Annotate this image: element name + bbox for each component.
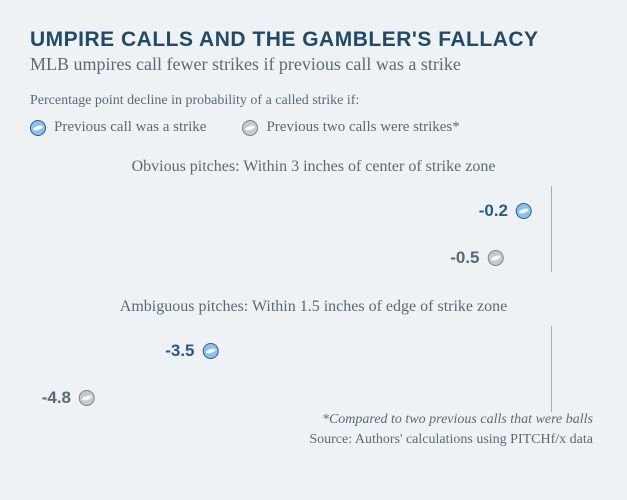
- legend-item-one-strike: Previous call was a strike: [30, 119, 206, 136]
- chart-area-ambiguous: -3.5 -4.8: [76, 326, 551, 412]
- legend-item-two-strikes: Previous two calls were strikes*: [242, 119, 459, 136]
- baseline-obvious: [551, 186, 552, 272]
- marker-two-strikes-icon: [79, 390, 95, 406]
- point-label-ambiguous-two: -4.8: [42, 388, 71, 408]
- marker-one-strike-icon: [516, 203, 532, 219]
- point-ambiguous-two: -4.8: [42, 388, 95, 408]
- point-obvious-one: -0.2: [479, 201, 532, 221]
- page-subtitle: MLB umpires call fewer strikes if previo…: [30, 54, 597, 75]
- legend-row: Previous call was a strike Previous two …: [30, 119, 597, 136]
- marker-one-strike-icon: [203, 343, 219, 359]
- marker-two-strikes-icon: [242, 120, 258, 136]
- chart-area-obvious: -0.2 -0.5: [76, 186, 551, 272]
- legend-intro: Percentage point decline in probability …: [30, 93, 597, 109]
- point-label-obvious-two: -0.5: [450, 248, 479, 268]
- infographic-container: UMPIRE CALLS AND THE GAMBLER'S FALLACY M…: [0, 0, 627, 500]
- point-label-ambiguous-one: -3.5: [165, 341, 194, 361]
- baseline-ambiguous: [551, 326, 552, 412]
- page-title: UMPIRE CALLS AND THE GAMBLER'S FALLACY: [30, 28, 597, 52]
- point-obvious-two: -0.5: [450, 248, 503, 268]
- section-obvious: Obvious pitches: Within 3 inches of cent…: [30, 158, 597, 272]
- section-title-ambiguous: Ambiguous pitches: Within 1.5 inches of …: [30, 298, 597, 316]
- legend-label-two-strikes: Previous two calls were strikes*: [266, 119, 459, 136]
- legend-label-one-strike: Previous call was a strike: [54, 119, 206, 136]
- section-ambiguous: Ambiguous pitches: Within 1.5 inches of …: [30, 298, 597, 412]
- source-line: Source: Authors' calculations using PITC…: [30, 432, 593, 448]
- marker-two-strikes-icon: [488, 250, 504, 266]
- section-title-obvious: Obvious pitches: Within 3 inches of cent…: [30, 158, 597, 176]
- point-ambiguous-one: -3.5: [165, 341, 218, 361]
- marker-one-strike-icon: [30, 120, 46, 136]
- footnote: *Compared to two previous calls that wer…: [30, 412, 593, 428]
- point-label-obvious-one: -0.2: [479, 201, 508, 221]
